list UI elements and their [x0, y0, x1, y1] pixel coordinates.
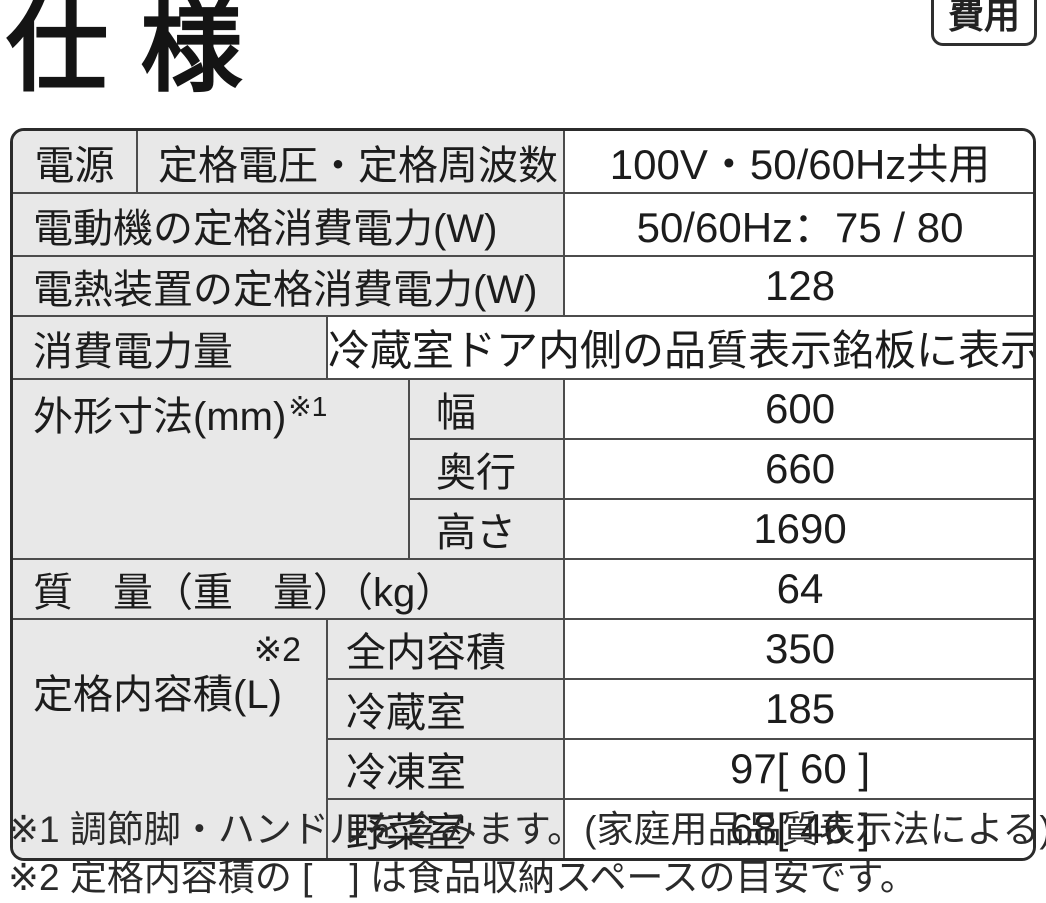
power-sub-label: 定格電圧・定格周波数: [135, 131, 566, 194]
capacity-fridge-value: 185: [563, 678, 1033, 740]
energy-value: 冷蔵室ドア内側の品質表示銘板に表示: [325, 315, 1033, 380]
motor-value: 50/60Hz：75 / 80: [563, 192, 1033, 257]
heater-value: 128: [563, 255, 1033, 317]
table-row-dim-width: 外形寸法(mm)※1 幅 600: [13, 378, 1033, 560]
table-row-power: 電源 定格電圧・定格周波数 100V・50/60Hz共用: [13, 131, 1033, 194]
dim-width-label: 幅: [407, 378, 566, 440]
table-row-capacity-vegetable: 野菜室 68[ 46 ]: [13, 798, 1033, 858]
dim-height-label: 高さ: [407, 498, 566, 560]
capacity-label: ※2 定格内容積(L): [13, 618, 328, 858]
footnote-1: ※1 調節脚・ハンドルを含みます。(家庭用品品質表示法による): [8, 809, 1046, 850]
table-row-dim-depth: 奥行 660: [13, 438, 1033, 500]
capacity-label-text: 定格内容積(L): [33, 673, 282, 717]
capacity-total-label: 全内容積: [325, 618, 566, 680]
table-row-dim-height: 高さ 1690: [13, 498, 1033, 560]
weight-value: 64: [563, 558, 1033, 620]
dim-height-value: 1690: [563, 498, 1033, 560]
capacity-fridge-label: 冷蔵室: [325, 678, 566, 740]
dimensions-note-ref: ※1: [288, 391, 328, 422]
footnote-2: ※2 定格内容積の [ ] は食品収納スペースの目安です。: [8, 857, 917, 898]
dimensions-label: 外形寸法(mm)※1: [13, 378, 410, 560]
capacity-total-value: 350: [563, 618, 1033, 680]
power-value: 100V・50/60Hz共用: [563, 131, 1033, 194]
page-title: 仕 様: [6, 0, 245, 104]
capacity-note-ref: ※2: [253, 631, 301, 669]
spec-table-container: 電源 定格電圧・定格周波数 100V・50/60Hz共用 電動機の定格消費電力(…: [10, 128, 1036, 861]
capacity-freezer-label: 冷凍室: [325, 738, 566, 800]
dim-depth-label: 奥行: [407, 438, 566, 500]
capacity-vegetable-label: 野菜室: [325, 798, 566, 858]
motor-label: 電動機の定格消費電力(W): [13, 192, 566, 257]
table-row-weight: 質 量（重 量）（kg） 64: [13, 558, 1033, 620]
corner-tab: 費用: [931, 0, 1037, 46]
table-row-capacity-freezer: 冷凍室 97[ 60 ]: [13, 738, 1033, 800]
capacity-vegetable-value: 68[ 46 ]: [563, 798, 1033, 858]
dimensions-label-text: 外形寸法(mm): [33, 395, 287, 439]
spec-table: 電源 定格電圧・定格周波数 100V・50/60Hz共用 電動機の定格消費電力(…: [13, 131, 1033, 858]
corner-tab-label: 費用: [947, 0, 1020, 36]
energy-label: 消費電力量: [13, 315, 328, 380]
table-row-heater: 電熱装置の定格消費電力(W) 128: [13, 255, 1033, 317]
table-row-capacity-total: ※2 定格内容積(L) 全内容積 350: [13, 618, 1033, 858]
footnotes: ※1 調節脚・ハンドルを含みます。(家庭用品品質表示法による) ※2 定格内容積…: [8, 806, 1046, 902]
dim-width-value: 600: [563, 378, 1033, 440]
capacity-freezer-value: 97[ 60 ]: [563, 738, 1033, 800]
table-row-motor: 電動機の定格消費電力(W) 50/60Hz：75 / 80: [13, 192, 1033, 257]
dim-depth-value: 660: [563, 438, 1033, 500]
table-row-energy: 消費電力量 冷蔵室ドア内側の品質表示銘板に表示: [13, 315, 1033, 380]
weight-label: 質 量（重 量）（kg）: [13, 558, 566, 620]
table-row-capacity-fridge: 冷蔵室 185: [13, 678, 1033, 740]
heater-label: 電熱装置の定格消費電力(W): [13, 255, 566, 317]
power-label: 電源: [13, 131, 138, 194]
